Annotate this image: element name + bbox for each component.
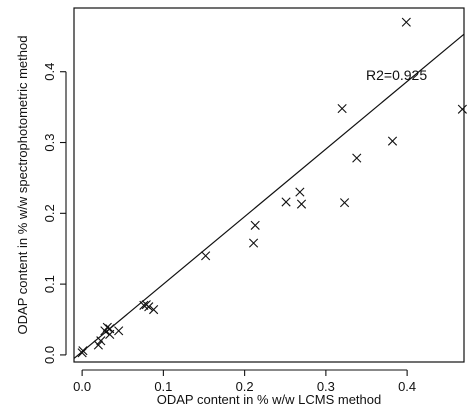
regression-layer [73, 33, 465, 359]
data-point [149, 305, 159, 315]
y-tick-label: 0.1 [42, 275, 57, 293]
data-point [105, 329, 115, 339]
data-point [201, 251, 211, 261]
data-point-stroke-b [78, 346, 88, 356]
data-point-stroke-b [96, 336, 106, 346]
data-point-stroke-b [250, 220, 260, 230]
data-point-stroke-b [352, 153, 362, 163]
data-point [77, 348, 87, 358]
data-point [339, 198, 350, 208]
data-point-stroke-b [77, 348, 87, 358]
x-tick-label: 0.4 [398, 379, 416, 394]
data-point-stroke-b [93, 340, 103, 350]
data-point-stroke-b [457, 104, 467, 114]
y-tick-label: 0.0 [42, 346, 57, 364]
plot-area: R2=0.925 [73, 7, 467, 363]
data-point [387, 136, 398, 146]
data-point [337, 103, 347, 114]
data-point [144, 302, 154, 312]
plot-frame [73, 7, 465, 363]
data-point-stroke-b [296, 199, 307, 209]
r-squared-annotation: R2=0.925 [366, 67, 427, 83]
data-point [78, 346, 88, 356]
data-point [281, 197, 291, 207]
data-point [250, 220, 260, 230]
x-axis-title: ODAP content in % w/w LCMS method [157, 392, 381, 407]
x-axis: 0.0 0.1 0.2 0.3 0.4 [73, 369, 416, 394]
regression-line [73, 33, 465, 359]
data-point-stroke-b [102, 322, 112, 332]
data-point [295, 187, 305, 197]
y-axis-title: ODAP content in % w/w spectrophotometric… [15, 36, 30, 335]
data-point [96, 336, 106, 346]
data-point [114, 326, 124, 336]
data-point-stroke-b [149, 305, 159, 315]
y-tick-label: 0.2 [42, 204, 57, 222]
data-point-stroke-b [337, 103, 347, 114]
data-point-stroke-b [339, 198, 350, 208]
data-point [457, 104, 467, 114]
data-point [102, 322, 112, 332]
data-point-stroke-b [144, 302, 154, 312]
data-point-stroke-b [114, 326, 124, 336]
x-tick-label: 0.3 [317, 379, 335, 394]
data-point [296, 199, 307, 209]
data-point-stroke-b [248, 238, 259, 248]
points-layer [77, 17, 467, 358]
data-point-stroke-b [281, 197, 291, 207]
data-point [93, 340, 103, 350]
data-point-stroke-b [105, 329, 115, 339]
y-axis: 0.0 0.1 0.2 0.3 0.4 [42, 63, 67, 364]
y-tick-label: 0.3 [42, 133, 57, 151]
x-tick-label: 0.0 [73, 379, 91, 394]
data-point [352, 153, 362, 163]
data-point-stroke-b [387, 136, 398, 146]
y-tick-label: 0.4 [42, 63, 57, 81]
data-point-stroke-b [139, 300, 149, 310]
data-point-stroke-b [295, 187, 305, 197]
x-tick-label: 0.1 [154, 379, 172, 394]
data-point-stroke-b [401, 17, 411, 27]
data-point [248, 238, 259, 248]
x-tick-label: 0.2 [236, 379, 254, 394]
data-point-stroke-b [201, 251, 211, 261]
data-point [401, 17, 411, 27]
